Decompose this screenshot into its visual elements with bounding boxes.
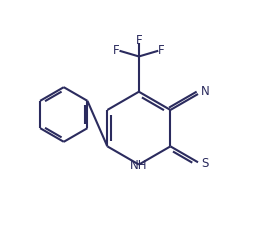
Text: F: F [135,34,142,47]
Text: S: S [200,157,208,170]
Text: NH: NH [130,159,147,172]
Text: N: N [200,85,208,98]
Text: F: F [158,44,164,57]
Text: F: F [112,44,119,57]
